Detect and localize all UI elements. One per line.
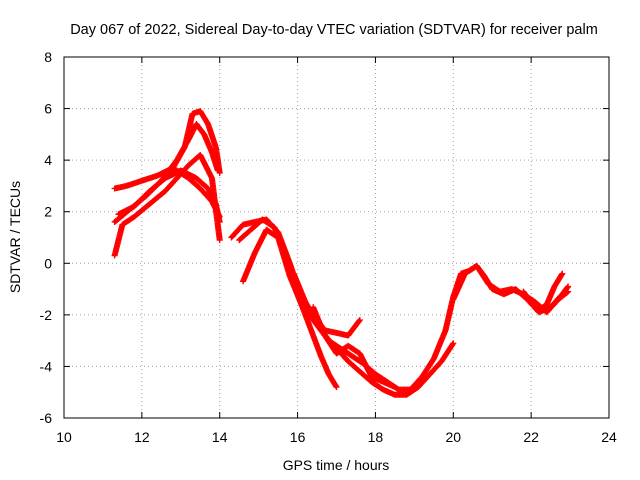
data-point-marker	[333, 384, 340, 391]
grid-lines	[64, 57, 609, 418]
data-point-marker	[559, 270, 566, 277]
y-tick-label: 0	[44, 255, 52, 271]
y-tick-label: 8	[44, 49, 52, 65]
x-tick-label: 18	[368, 429, 384, 445]
x-tick-label: 16	[290, 429, 306, 445]
data-point-marker	[450, 340, 457, 347]
y-tick-label: -2	[40, 307, 53, 323]
x-tick-label: 24	[601, 429, 617, 445]
x-tick-label: 22	[523, 429, 539, 445]
x-axis-label: GPS time / hours	[283, 457, 390, 473]
data-point-marker	[565, 283, 572, 290]
x-tick-label: 10	[56, 429, 72, 445]
data-point-marker	[391, 384, 398, 391]
x-tick-label: 14	[212, 429, 228, 445]
data-point-marker	[356, 317, 363, 324]
y-tick-label: 6	[44, 101, 52, 117]
series-10	[310, 304, 398, 391]
y-axis-label: SDTVAR / TECUs	[7, 181, 23, 293]
series-6	[236, 216, 340, 391]
data-points	[111, 108, 572, 398]
y-tick-label: 2	[44, 204, 52, 220]
x-tick-label: 20	[445, 429, 461, 445]
y-tick-label: -6	[40, 410, 53, 426]
series-12	[520, 270, 566, 313]
chart-title: Day 067 of 2022, Sidereal Day-to-day VTE…	[70, 22, 598, 38]
data-point-marker	[214, 167, 221, 174]
x-tick-label: 12	[134, 429, 150, 445]
y-tick-label: 4	[44, 152, 52, 168]
data-point-marker	[356, 317, 363, 324]
plot-frame	[63, 56, 610, 419]
y-tick-label: -4	[40, 358, 53, 374]
data-point-marker	[565, 288, 572, 295]
data-point-marker	[216, 213, 223, 220]
series-5	[162, 167, 223, 220]
data-point-marker	[564, 289, 571, 296]
data-point-marker	[216, 237, 223, 244]
series-11	[450, 262, 572, 316]
